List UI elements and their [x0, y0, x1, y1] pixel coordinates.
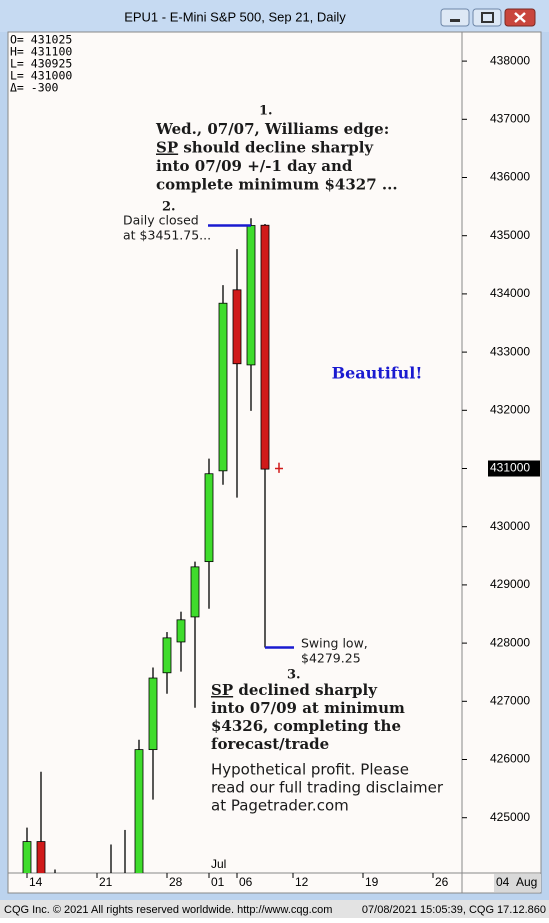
x-tick-label: 06	[239, 875, 253, 889]
forecast-text-part: SP	[156, 139, 178, 157]
beautiful-text: Beautiful!	[332, 364, 423, 383]
closed-text: at $3451.75...	[123, 228, 211, 243]
candles	[22, 218, 283, 873]
result-text: SP declined sharply	[211, 681, 378, 699]
x-tick-label: 14	[29, 875, 43, 889]
x-tick-label: 19	[365, 875, 379, 889]
x-tick-label: 26	[435, 875, 449, 889]
forecast-text: complete minimum $4327 ...	[156, 176, 398, 194]
readout-line: L= 430925	[10, 57, 72, 71]
forecast-text: into 07/09 +/-1 day and	[156, 157, 353, 175]
result-text: into 07/09 at minimum	[211, 699, 405, 717]
disclaimer-text: read our full trading disclaimer	[211, 779, 444, 797]
y-tick-label: 430000	[490, 519, 530, 533]
y-tick-label: 436000	[490, 170, 530, 184]
result-text: $4326, completing the	[211, 717, 401, 735]
y-tick-label: 435000	[490, 228, 530, 242]
minimize-button[interactable]	[440, 8, 470, 27]
candle-body	[190, 566, 200, 618]
corner-date: 04	[496, 875, 510, 889]
result-text: forecast/trade	[211, 735, 329, 753]
swing-text: $4279.25	[301, 651, 361, 666]
annotation-number: 1.	[259, 104, 273, 119]
close-icon	[514, 12, 526, 23]
disclaimer-text: Hypothetical profit. Please	[211, 761, 409, 779]
last-price-box	[488, 460, 540, 477]
month-label: Jul	[211, 857, 226, 871]
minimize-icon	[450, 19, 460, 22]
y-tick-label: 427000	[490, 693, 530, 707]
readout-line: O= 431025	[10, 33, 72, 47]
candle-body	[218, 302, 228, 472]
closed-text: Daily closed	[123, 213, 199, 228]
readout-line: Δ= -300	[10, 81, 59, 95]
y-tick-label: 433000	[490, 344, 530, 358]
x-tick-label: 01	[211, 875, 225, 889]
candle-body	[232, 289, 242, 365]
last-price-label: 431000	[490, 461, 530, 475]
candle-body	[36, 841, 46, 873]
disclaimer-text: at Pagetrader.com	[211, 797, 349, 815]
corner-month: Aug	[516, 875, 537, 889]
result-text-part: declined sharply	[233, 681, 378, 699]
y-tick-label: 438000	[490, 53, 530, 67]
y-tick-label: 428000	[490, 635, 530, 649]
y-tick-label: 432000	[490, 402, 530, 416]
candle-body	[162, 637, 172, 674]
candle-body	[204, 473, 214, 563]
candle-body	[176, 619, 186, 643]
footer-left: CQG Inc. © 2021 All rights reserved worl…	[4, 904, 332, 916]
forecast-text: SP should decline sharply	[156, 139, 374, 157]
y-tick-label: 429000	[490, 577, 530, 591]
annotation-number: 2.	[162, 200, 176, 215]
candle-body	[134, 749, 144, 873]
price-axis	[461, 31, 542, 874]
readout-line: H= 431100	[10, 45, 72, 59]
status-bar	[0, 900, 549, 918]
candle-body	[260, 224, 270, 470]
x-tick-label: 21	[99, 875, 113, 889]
x-tick-label: 28	[169, 875, 183, 889]
x-tick-label: 12	[295, 875, 309, 889]
cursor-date-box	[494, 874, 541, 892]
candle-body	[22, 841, 32, 873]
y-tick-label: 437000	[490, 111, 530, 125]
window-controls[interactable]	[440, 8, 536, 27]
date-axis	[7, 872, 463, 894]
plot-area	[7, 31, 463, 874]
candle-body	[148, 677, 158, 751]
footer-right: 07/08/2021 15:05:39, CQG 17.12.860	[362, 904, 546, 916]
annotation-number: 3.	[287, 668, 301, 683]
forecast-text-part: should decline sharply	[178, 139, 374, 157]
result-text-part: SP	[211, 681, 233, 699]
candle-body	[246, 225, 256, 366]
y-tick-label: 425000	[490, 810, 530, 824]
y-tick-label: 426000	[490, 752, 530, 766]
forecast-text: Wed., 07/07, Williams edge:	[155, 120, 389, 138]
swing-text: Swing low,	[301, 636, 368, 651]
y-tick-label: 434000	[490, 286, 530, 300]
maximize-icon	[481, 12, 494, 23]
readout-line: L= 431000	[10, 69, 72, 83]
maximize-button[interactable]	[472, 8, 502, 27]
window-title: EPU1 - E-Mini S&P 500, Sep 21, Daily	[124, 9, 346, 24]
